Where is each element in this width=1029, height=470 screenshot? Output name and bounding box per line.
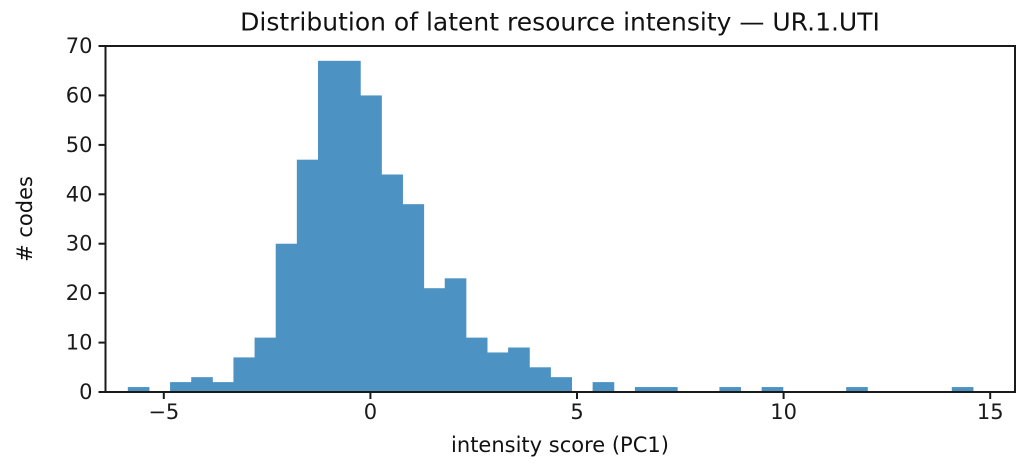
x-tick-label: 10 (770, 400, 797, 424)
x-tick-label: −5 (148, 400, 179, 424)
y-tick-label: 70 (66, 34, 93, 58)
y-axis-label: # codes (13, 176, 37, 262)
histogram-bar (127, 387, 150, 392)
histogram-bar (317, 60, 340, 392)
x-tick-label: 15 (977, 400, 1004, 424)
histogram-bar (170, 382, 192, 392)
histogram-bar (508, 347, 530, 392)
histogram-bar (465, 337, 488, 392)
histogram-bar (360, 95, 382, 393)
histogram-bar (381, 174, 403, 392)
y-tick-label: 20 (66, 281, 93, 305)
histogram-bar (402, 204, 425, 392)
histogram-bar (212, 382, 234, 392)
histogram-bar (423, 288, 446, 392)
histogram-bar (254, 337, 277, 392)
y-tick-label: 0 (79, 380, 92, 404)
histogram-bar (339, 60, 361, 392)
histogram-bar (761, 387, 784, 392)
x-tick-label: 0 (364, 400, 377, 424)
histogram-bar (296, 159, 319, 392)
y-tick-label: 60 (66, 83, 93, 107)
histogram-bar (634, 387, 657, 392)
plot-border (104, 45, 1016, 393)
histogram-bar (951, 387, 974, 392)
histogram-bar (719, 387, 742, 392)
y-tick-label: 10 (66, 331, 93, 355)
histogram-bar (846, 387, 868, 392)
histogram-bar (444, 278, 467, 392)
x-axis-label: intensity score (PC1) (451, 433, 669, 457)
y-tick-label: 50 (66, 133, 93, 157)
histogram-bar (592, 382, 615, 392)
chart-title: Distribution of latent resource intensit… (240, 7, 880, 37)
histogram-bar (529, 367, 551, 392)
histogram-bar (656, 387, 678, 392)
x-tick-label: 5 (570, 400, 583, 424)
histogram-bar (233, 357, 256, 392)
y-tick-label: 30 (66, 232, 93, 256)
histogram-bar (275, 243, 298, 392)
histogram-bar (550, 377, 572, 392)
histogram-bar (486, 352, 509, 392)
histogram-bar (191, 377, 213, 392)
y-tick-label: 40 (66, 182, 93, 206)
